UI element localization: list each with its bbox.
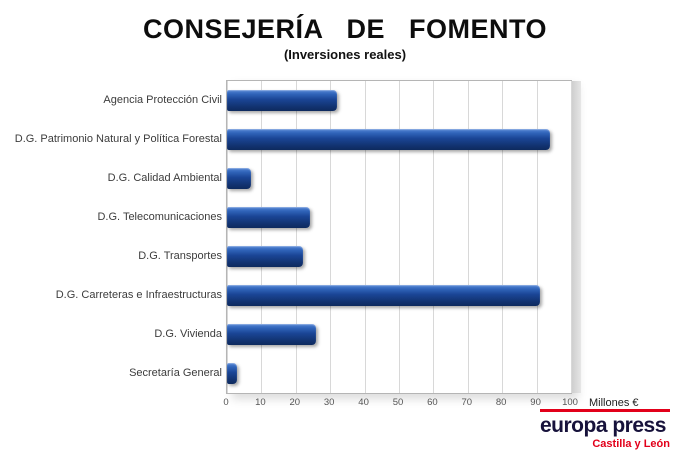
bar [227, 168, 252, 189]
x-tick-label: 60 [427, 397, 438, 408]
category-label: D.G. Telecomunicaciones [97, 210, 222, 223]
x-tick-label: 50 [392, 397, 404, 408]
x-tick-label: 0 [223, 397, 229, 408]
gridline [536, 81, 538, 393]
x-tick-label: 30 [323, 397, 335, 408]
chart-title: CONSEJERÍA DE FOMENTO [142, 14, 548, 44]
logo-red-rule [540, 409, 670, 412]
gridline [261, 81, 263, 393]
x-tick-label: 10 [255, 397, 266, 408]
category-label: Agencia Protección Civil [103, 93, 222, 106]
category-label: D.G. Patrimonio Natural y Política Fores… [14, 132, 222, 145]
category-label: D.G. Vivienda [154, 327, 222, 340]
category-label: D.G. Carreteras e Infraestructuras [55, 288, 222, 301]
gridline [571, 81, 572, 393]
x-tick-label: 80 [495, 397, 507, 408]
category-labels: Agencia Protección Civil D.G. Patrimonio … [8, 80, 222, 392]
x-tick-label: 70 [461, 397, 473, 408]
bar [227, 363, 238, 384]
bar [227, 324, 317, 345]
bar [227, 246, 303, 267]
category-label: Secretaría General [129, 366, 222, 379]
gridline [433, 81, 435, 393]
bar [227, 285, 541, 306]
x-tick-label: 100 [562, 397, 578, 408]
chart-subtitle: (Inversiones reales) [283, 47, 407, 62]
bar [227, 207, 310, 228]
logo-region: Castilla y León [592, 438, 670, 450]
x-axis: 0 10 20 30 40 50 60 70 80 90 100 [223, 397, 578, 411]
gridline [502, 81, 504, 393]
x-axis-unit-label: Millones € [589, 397, 639, 409]
gridline [399, 81, 400, 393]
x-tick-label: 90 [530, 397, 541, 408]
gridline [295, 81, 297, 393]
gridline [467, 81, 469, 393]
bar [227, 129, 551, 150]
logo-name: europa press [540, 414, 666, 437]
bar [227, 90, 338, 111]
europa-press-logo: europa press Castilla y León [540, 409, 670, 450]
gridline [227, 81, 228, 393]
plot-area [226, 80, 581, 394]
category-label: D.G. Calidad Ambiental [107, 171, 222, 184]
gridline [364, 81, 366, 393]
gridline [330, 81, 332, 393]
category-label: D.G. Transportes [138, 249, 222, 262]
x-tick-label: 40 [358, 397, 369, 408]
plot-3d-wall [571, 81, 581, 393]
x-tick-label: 20 [289, 397, 301, 408]
